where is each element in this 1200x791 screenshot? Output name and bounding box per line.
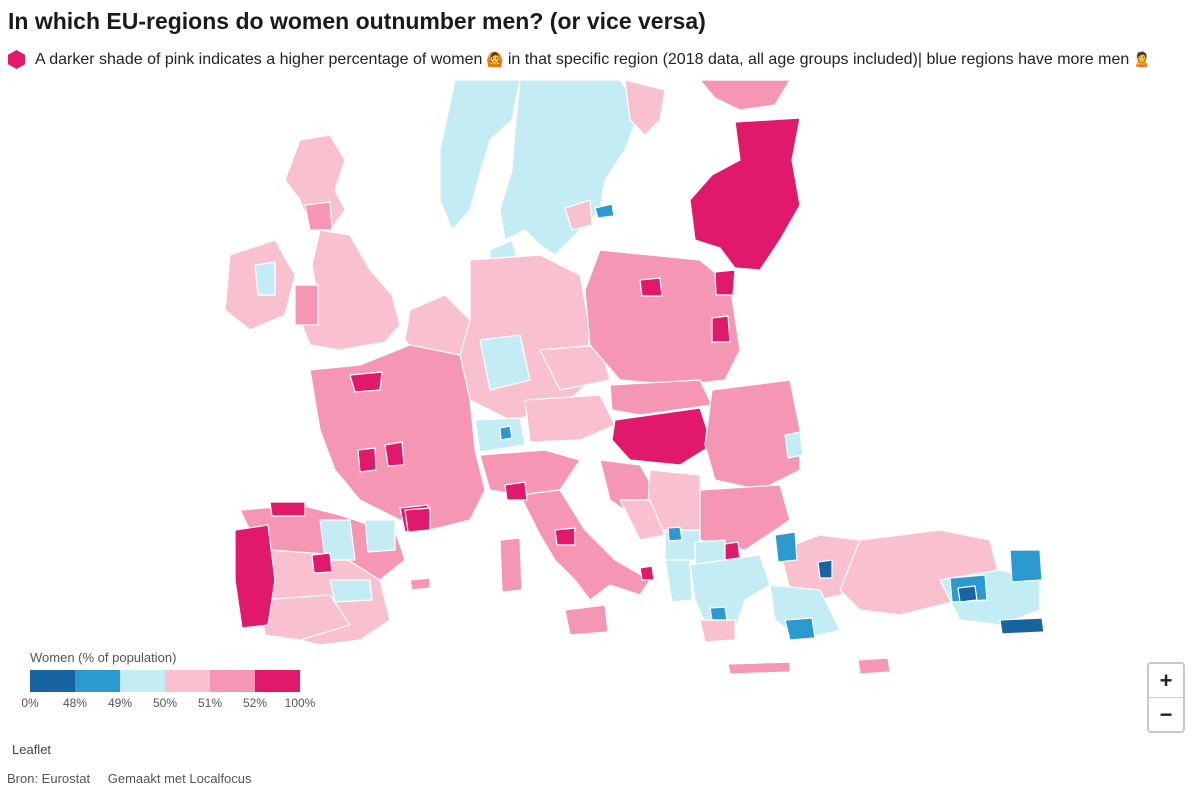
region-czechia[interactable] [539, 344, 611, 391]
man-emoji-icon: 🙎 [1133, 51, 1151, 68]
region-madrid[interactable] [311, 552, 333, 574]
legend-tick-label: 50% [152, 696, 178, 710]
zoom-control: + − [1147, 662, 1185, 733]
region-attica[interactable] [709, 606, 728, 621]
subtitle-text-1: A darker shade of pink indicates a highe… [35, 50, 483, 68]
region-poland-north[interactable] [714, 269, 736, 296]
region-portugal[interactable] [234, 524, 276, 629]
region-crete[interactable] [727, 661, 791, 675]
woman-emoji-icon: 🙆 [486, 51, 504, 68]
region-austria[interactable] [524, 394, 616, 443]
region-moldova-edge[interactable] [784, 431, 804, 459]
subtitle-text-2: in that specific region (2018 data, all … [507, 50, 1130, 68]
legend-swatch [165, 670, 210, 692]
legend-swatch [120, 670, 165, 692]
legend-swatch [210, 670, 255, 692]
legend-title: Women (% of population) [30, 650, 177, 665]
footer: Bron: Eurostat Gemaakt met Localfocus [7, 771, 252, 786]
region-lodz[interactable] [639, 277, 663, 297]
region-slovakia[interactable] [609, 379, 713, 416]
leaflet-attribution-link[interactable]: Leaflet [12, 742, 52, 757]
source-credit: Bron: Eurostat [7, 771, 91, 786]
legend-swatch [255, 670, 300, 692]
legend-swatch [75, 670, 120, 692]
legend-tick-label: 0% [21, 696, 39, 710]
region-norway[interactable] [439, 80, 521, 231]
region-germany-east[interactable] [479, 334, 531, 391]
legend-tick-label: 51% [197, 696, 223, 710]
map-subtitle: A darker shade of pink indicates a highe… [8, 50, 1155, 69]
region-catalonia[interactable] [404, 507, 431, 533]
region-castilla[interactable] [329, 579, 373, 603]
legend: Women (% of population) 0% 48% 49% 50% 51% 52… [21, 650, 315, 712]
region-istanbul[interactable] [774, 531, 798, 563]
made-with-credit[interactable]: Gemaakt met Localfocus [107, 771, 252, 786]
legend-tick-label: 48% [62, 696, 88, 710]
region-paris[interactable] [349, 371, 383, 393]
map-title: In which EU-regions do women outnumber m… [8, 8, 706, 34]
region-sicily[interactable] [564, 604, 609, 636]
region-stockholm[interactable] [594, 203, 615, 219]
region-genoa[interactable] [504, 481, 528, 501]
hexagon-icon [8, 50, 25, 69]
region-skane[interactable] [564, 199, 593, 231]
region-spain-interior[interactable] [319, 519, 356, 561]
region-romania[interactable] [704, 379, 801, 491]
region-rome[interactable] [554, 527, 576, 546]
region-france[interactable] [309, 344, 486, 531]
region-kars[interactable] [1009, 549, 1043, 583]
zoom-in-button[interactable]: + [1149, 664, 1183, 698]
region-balearic[interactable] [409, 577, 431, 591]
region-germany[interactable] [459, 254, 591, 421]
region-adana[interactable] [857, 657, 891, 675]
region-ankara[interactable] [817, 559, 833, 579]
region-basque[interactable] [269, 501, 306, 517]
region-izmir[interactable] [784, 617, 816, 641]
legend-color-bar [30, 670, 300, 692]
legend-ticks: 0% 48% 49% 50% 51% 52% 100% [21, 696, 315, 712]
region-north-italy[interactable] [479, 449, 581, 496]
region-peloponnese[interactable] [699, 619, 736, 643]
legend-swatch [30, 670, 75, 692]
region-switzerland-city[interactable] [499, 425, 513, 441]
region-albania[interactable] [664, 559, 693, 603]
legend-tick-label: 100% [284, 696, 316, 710]
region-hakkari[interactable] [999, 617, 1045, 635]
region-sardinia[interactable] [499, 537, 523, 593]
region-poland-east[interactable] [711, 315, 731, 343]
zoom-out-button[interactable]: − [1159, 701, 1173, 727]
region-bordeaux[interactable] [357, 447, 377, 473]
region-aragon[interactable] [364, 519, 396, 553]
region-hungary[interactable] [611, 407, 713, 466]
region-ireland-west[interactable] [254, 261, 276, 296]
region-limoges[interactable] [384, 441, 405, 467]
region-finland[interactable] [624, 80, 666, 136]
region-sweden[interactable] [499, 80, 641, 256]
region-italy[interactable] [519, 489, 651, 601]
region-greece[interactable] [689, 554, 771, 636]
region-finland-north[interactable] [699, 80, 791, 111]
region-italy-south[interactable] [639, 565, 655, 581]
region-montenegro[interactable] [667, 526, 683, 542]
legend-tick-label: 52% [242, 696, 268, 710]
region-wales[interactable] [294, 284, 319, 326]
legend-tick-label: 49% [107, 696, 133, 710]
region-glasgow[interactable] [304, 201, 333, 231]
region-baltics[interactable] [689, 117, 801, 271]
europe-choropleth-map[interactable] [0, 80, 1200, 700]
region-erzincan[interactable] [957, 585, 978, 603]
region-andalusia[interactable] [259, 594, 351, 641]
